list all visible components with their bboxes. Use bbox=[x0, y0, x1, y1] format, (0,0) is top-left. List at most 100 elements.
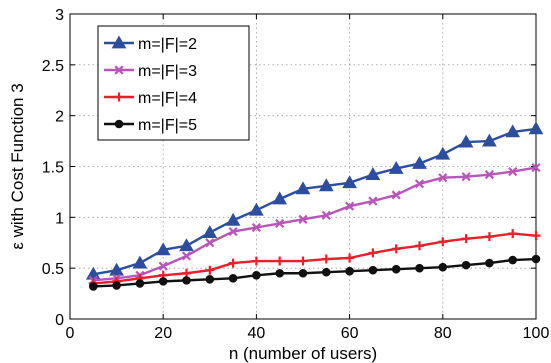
data-point bbox=[298, 214, 308, 224]
legend-label: m=|F|=2 bbox=[138, 36, 197, 53]
data-point bbox=[458, 134, 474, 148]
series-1 bbox=[85, 121, 544, 280]
data-point bbox=[155, 242, 171, 256]
data-point bbox=[135, 279, 145, 288]
data-point bbox=[391, 190, 401, 200]
data-point bbox=[531, 254, 541, 264]
x-tick-label: 100 bbox=[523, 325, 550, 342]
data-point bbox=[321, 210, 331, 220]
data-point bbox=[461, 172, 471, 182]
data-point bbox=[109, 262, 124, 276]
data-point bbox=[414, 179, 425, 189]
data-point bbox=[368, 196, 378, 206]
y-tick-label: 2.5 bbox=[42, 58, 64, 75]
data-point bbox=[412, 155, 427, 169]
legend-item-3: m=|F|=4 bbox=[104, 90, 197, 107]
x-tick-label: 20 bbox=[154, 325, 172, 342]
legend-label: m=|F|=5 bbox=[138, 117, 197, 134]
data-point bbox=[531, 231, 541, 241]
data-point bbox=[205, 238, 215, 248]
axis-ticks: 0 20 40 60 80 100 0 0.5 1 1.5 2 2.5 3 bbox=[42, 7, 550, 342]
data-point bbox=[132, 255, 148, 269]
data-point bbox=[435, 146, 451, 160]
data-point bbox=[438, 173, 448, 183]
data-point bbox=[415, 241, 424, 251]
data-point bbox=[228, 258, 238, 268]
data-point bbox=[322, 267, 331, 277]
data-point bbox=[485, 258, 494, 268]
data-point bbox=[391, 264, 401, 274]
data-point bbox=[179, 238, 194, 252]
data-point bbox=[388, 161, 404, 174]
y-tick-label: 1 bbox=[55, 210, 64, 227]
series-group bbox=[85, 121, 544, 291]
series-4 bbox=[89, 254, 541, 291]
data-point bbox=[508, 229, 518, 239]
data-point bbox=[205, 275, 215, 284]
data-point bbox=[461, 260, 471, 270]
data-point bbox=[528, 121, 544, 135]
y-tick-label: 2 bbox=[55, 109, 64, 126]
legend-label: m=|F|=4 bbox=[138, 90, 197, 107]
data-point bbox=[158, 261, 168, 271]
data-point bbox=[508, 167, 518, 177]
data-point bbox=[345, 266, 354, 276]
data-point bbox=[205, 265, 215, 275]
data-point bbox=[272, 191, 288, 205]
data-point bbox=[318, 178, 334, 192]
data-point bbox=[228, 274, 238, 283]
x-tick-label: 80 bbox=[434, 325, 452, 342]
data-point bbox=[508, 255, 518, 265]
data-point bbox=[158, 277, 168, 286]
x-tick-label: 60 bbox=[341, 325, 359, 342]
x-tick-label: 40 bbox=[248, 325, 266, 342]
data-point bbox=[181, 251, 192, 261]
data-point bbox=[275, 268, 285, 278]
legend-marker bbox=[111, 35, 127, 49]
data-point bbox=[345, 201, 355, 211]
data-point bbox=[342, 175, 357, 189]
data-point bbox=[295, 181, 311, 195]
data-point bbox=[391, 244, 401, 254]
y-tick-label: 0 bbox=[55, 312, 64, 329]
legend-marker bbox=[114, 65, 124, 75]
y-tick-label: 0.5 bbox=[42, 261, 64, 278]
data-point bbox=[251, 222, 261, 233]
y-axis-label: ε with Cost Function 3 bbox=[8, 83, 27, 249]
series-2 bbox=[88, 162, 541, 285]
data-point bbox=[438, 262, 448, 272]
data-point bbox=[202, 225, 218, 238]
y-tick-label: 3 bbox=[55, 7, 64, 24]
data-point bbox=[321, 254, 331, 264]
data-point bbox=[484, 232, 494, 242]
legend-label: m=|F|=3 bbox=[138, 63, 197, 80]
data-point bbox=[249, 202, 264, 216]
legend-item-2: m=|F|=3 bbox=[104, 63, 197, 80]
data-point bbox=[461, 234, 471, 244]
series-line bbox=[93, 166, 537, 282]
data-point bbox=[531, 162, 541, 173]
data-point bbox=[225, 212, 241, 226]
y-tick-label: 1.5 bbox=[42, 160, 64, 177]
data-point bbox=[368, 265, 378, 275]
data-point bbox=[368, 248, 378, 258]
data-point bbox=[298, 268, 308, 278]
legend-item-1: m=|F|=2 bbox=[104, 35, 197, 53]
series-3 bbox=[88, 229, 541, 288]
data-point bbox=[482, 133, 497, 147]
data-point bbox=[228, 226, 238, 237]
data-point bbox=[345, 253, 355, 263]
data-point bbox=[252, 270, 261, 280]
data-point bbox=[438, 237, 448, 247]
data-point bbox=[112, 281, 121, 290]
data-point bbox=[415, 263, 424, 273]
legend-item-4: m=|F|=5 bbox=[104, 117, 197, 134]
data-point bbox=[251, 256, 261, 266]
legend-marker bbox=[114, 92, 124, 102]
data-point bbox=[484, 170, 494, 180]
data-point bbox=[298, 256, 308, 266]
x-tick-label: 0 bbox=[66, 325, 75, 342]
legend: m=|F|=2 m=|F|=3 m=|F|=4 m=|F|=5 bbox=[97, 25, 250, 141]
x-axis-label: n (number of users) bbox=[229, 344, 377, 363]
